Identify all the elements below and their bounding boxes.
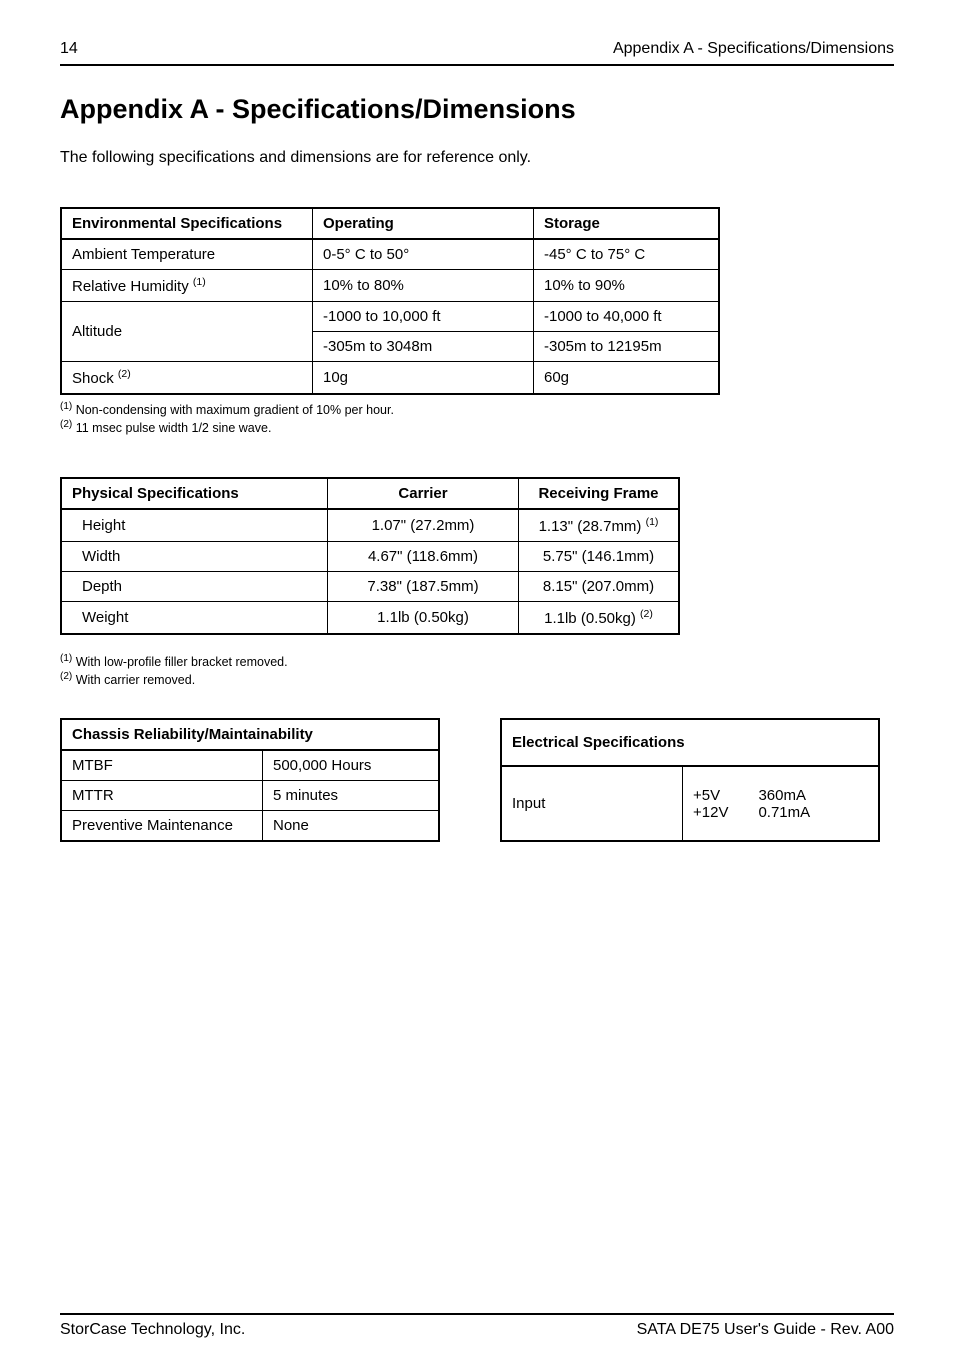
env-row3-st: -305m to 12195m (534, 332, 720, 362)
phys-row2-c: 7.38" (187.5mm) (328, 572, 519, 602)
phys-footnote-1: (1) With low-profile filler bracket remo… (60, 653, 894, 669)
env-row1-st: 10% to 90% (534, 270, 720, 302)
env-row2-st: -1000 to 40,000 ft (534, 302, 720, 332)
page-title: Appendix A - Specifications/Dimensions (60, 94, 894, 125)
env-row1-op: 10% to 80% (313, 270, 534, 302)
env-row2-op: -1000 to 10,000 ft (313, 302, 534, 332)
page-header: 14 Appendix A - Specifications/Dimension… (60, 40, 894, 66)
rel-row1-label: MTTR (61, 780, 263, 810)
env-row0-st: -45° C to 75° C (534, 239, 720, 270)
env-row4-op: 10g (313, 362, 534, 395)
phys-row3-c: 1.1lb (0.50kg) (328, 602, 519, 635)
footer-left: StorCase Technology, Inc. (60, 1321, 245, 1339)
phys-row0-r: 1.13" (28.7mm) (1) (519, 509, 680, 542)
rel-row1-val: 5 minutes (263, 780, 440, 810)
env-header-0: Environmental Specifications (61, 208, 313, 239)
rel-row2-label: Preventive Maintenance (61, 810, 263, 841)
phys-row1-label: Width (61, 542, 328, 572)
elec-input-values: +5V +12V 360mA 0.71mA (683, 766, 880, 840)
env-row2-label: Altitude (61, 302, 313, 362)
env-row3-op: -305m to 3048m (313, 332, 534, 362)
physical-specs-table: Physical Specifications Carrier Receivin… (60, 477, 680, 635)
elec-input-label: Input (501, 766, 683, 840)
env-footnote-2: (2) 11 msec pulse width 1/2 sine wave. (60, 419, 894, 435)
intro-text: The following specifications and dimensi… (60, 149, 894, 167)
env-row4-label: Shock (2) (61, 362, 313, 395)
header-section-title: Appendix A - Specifications/Dimensions (613, 40, 894, 58)
page-number: 14 (60, 40, 78, 58)
env-row0-label: Ambient Temperature (61, 239, 313, 270)
phys-row3-r: 1.1lb (0.50kg) (2) (519, 602, 680, 635)
env-header-1: Operating (313, 208, 534, 239)
phys-row0-label: Height (61, 509, 328, 542)
rel-row2-val: None (263, 810, 440, 841)
phys-header-0: Physical Specifications (61, 478, 328, 509)
elec-header: Electrical Specifications (501, 719, 879, 767)
env-footnote-1: (1) Non-condensing with maximum gradient… (60, 401, 894, 417)
reliability-table: Chassis Reliability/Maintainability MTBF… (60, 718, 440, 842)
env-row0-op: 0-5° C to 50° (313, 239, 534, 270)
env-header-2: Storage (534, 208, 720, 239)
environmental-specs-table: Environmental Specifications Operating S… (60, 207, 720, 395)
footer-right: SATA DE75 User's Guide - Rev. A00 (637, 1321, 894, 1339)
phys-footnote-2: (2) With carrier removed. (60, 671, 894, 687)
phys-header-2: Receiving Frame (519, 478, 680, 509)
env-row4-st: 60g (534, 362, 720, 395)
phys-row1-c: 4.67" (118.6mm) (328, 542, 519, 572)
phys-row1-r: 5.75" (146.1mm) (519, 542, 680, 572)
phys-row3-label: Weight (61, 602, 328, 635)
rel-header: Chassis Reliability/Maintainability (61, 719, 439, 750)
phys-row0-c: 1.07" (27.2mm) (328, 509, 519, 542)
phys-row2-label: Depth (61, 572, 328, 602)
electrical-specs-table: Electrical Specifications Input +5V +12V… (500, 718, 880, 842)
env-row1-label: Relative Humidity (1) (61, 270, 313, 302)
phys-header-1: Carrier (328, 478, 519, 509)
rel-row0-val: 500,000 Hours (263, 750, 440, 781)
phys-row2-r: 8.15" (207.0mm) (519, 572, 680, 602)
rel-row0-label: MTBF (61, 750, 263, 781)
page-footer: StorCase Technology, Inc. SATA DE75 User… (60, 1313, 894, 1339)
